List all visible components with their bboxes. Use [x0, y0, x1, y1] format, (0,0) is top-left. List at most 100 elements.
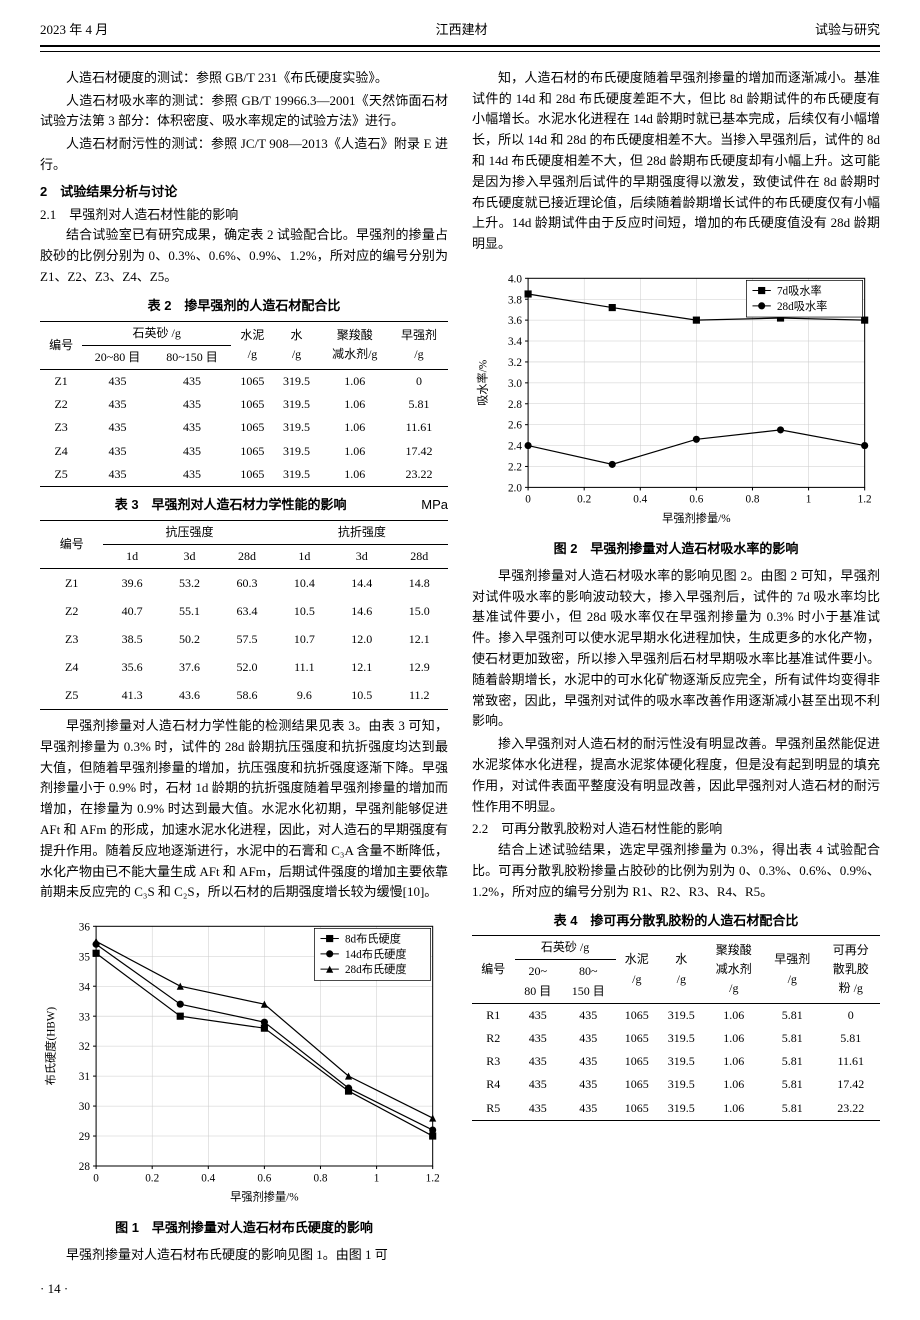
table4-th: 可再分散乳胶粉 /g	[821, 936, 880, 1004]
svg-text:0.8: 0.8	[745, 494, 759, 506]
chart2-svg: 2.02.22.42.62.83.03.23.43.63.84.000.20.4…	[472, 263, 880, 528]
svg-text:0.2: 0.2	[145, 1173, 159, 1185]
table4-caption: 表 4 掺可再分散乳胶粉的人造石材配合比	[472, 911, 880, 932]
table2-th: 聚羧酸减水剂/g	[320, 321, 390, 369]
header-left: 2023 年 4 月	[40, 20, 108, 41]
table-cell: 435	[561, 1097, 615, 1121]
table-cell: 17.42	[390, 440, 448, 463]
table-cell: 23.22	[390, 463, 448, 487]
table-cell: Z2	[40, 597, 103, 625]
table-cell: 319.5	[658, 1097, 704, 1121]
table-cell: 63.4	[218, 597, 275, 625]
table3-th: 1d	[103, 544, 160, 568]
table-cell: 319.5	[658, 1050, 704, 1073]
table-cell: 319.5	[273, 463, 319, 487]
table-cell: 53.2	[161, 569, 218, 598]
table-cell: 10.5	[333, 681, 390, 710]
table4-th: 水/g	[658, 936, 704, 1004]
table-row: Z44354351065319.51.0617.42	[40, 440, 448, 463]
table-cell: R4	[472, 1073, 515, 1096]
table-cell: 435	[515, 1003, 562, 1027]
table-row: Z435.637.652.011.112.112.9	[40, 653, 448, 681]
body-text: 结合上述试验结果，选定早强剂掺量为 0.3%，得出表 4 试验配合比。可再分散乳…	[472, 840, 880, 902]
svg-text:31: 31	[79, 1071, 90, 1083]
table-row: R44354351065319.51.065.8117.42	[472, 1073, 880, 1096]
table-cell: 1065	[616, 1003, 659, 1027]
svg-text:8d布氏硬度: 8d布氏硬度	[345, 932, 401, 946]
table3-th: 28d	[218, 544, 275, 568]
table2-th: 80~150 目	[153, 345, 231, 369]
table-cell: 435	[515, 1050, 562, 1073]
table-cell: 435	[82, 440, 153, 463]
table-cell: 11.1	[276, 653, 333, 681]
table-cell: 35.6	[103, 653, 160, 681]
svg-text:35: 35	[79, 952, 91, 964]
body-text: 人造石材吸水率的测试：参照 GB/T 19966.3—2001《天然饰面石材试验…	[40, 91, 448, 133]
section-title-2-2: 2.2 可再分散乳胶粉对人造石材性能的影响	[472, 819, 880, 840]
table-cell: 435	[515, 1097, 562, 1121]
table-cell: 41.3	[103, 681, 160, 710]
chart1-caption: 图 1 早强剂掺量对人造石材布氏硬度的影响	[40, 1218, 448, 1239]
table4-th: 水泥/g	[616, 936, 659, 1004]
table-row: R54354351065319.51.065.8123.22	[472, 1097, 880, 1121]
table-cell: 15.0	[391, 597, 449, 625]
svg-text:0: 0	[525, 494, 531, 506]
table-cell: Z2	[40, 393, 82, 416]
table4-th: 20~80 目	[515, 960, 562, 1003]
table3: 编号 抗压强度 抗折强度 1d 3d 28d 1d 3d 28d Z139.65…	[40, 520, 448, 710]
svg-text:0.4: 0.4	[633, 494, 647, 506]
table-cell: R5	[472, 1097, 515, 1121]
page-header: 2023 年 4 月 江西建材 试验与研究	[40, 20, 880, 47]
table2-caption: 表 2 掺早强剂的人造石材配合比	[40, 296, 448, 317]
svg-text:1: 1	[806, 494, 812, 506]
svg-text:0.6: 0.6	[257, 1173, 271, 1185]
table-cell: 435	[82, 416, 153, 439]
table-cell: 12.1	[333, 653, 390, 681]
body-text: 结合试验室已有研究成果，确定表 2 试验配合比。早强剂的掺量占胶砂的比例分别为 …	[40, 225, 448, 287]
table-cell: 12.0	[333, 625, 390, 653]
table-cell: 1065	[616, 1027, 659, 1050]
table-cell: 5.81	[763, 1073, 821, 1096]
table-cell: 23.22	[821, 1097, 880, 1121]
table-cell: 319.5	[658, 1003, 704, 1027]
table-cell: 17.42	[821, 1073, 880, 1096]
svg-text:0.8: 0.8	[313, 1173, 327, 1185]
body-text: 知，人造石材的布氏硬度随着早强剂掺量的增加而逐渐减小。基准试件的 14d 和 2…	[472, 68, 880, 255]
table-cell: 12.1	[391, 625, 449, 653]
svg-text:28: 28	[79, 1161, 91, 1173]
table-cell: 11.61	[390, 416, 448, 439]
table-cell: 1065	[616, 1073, 659, 1096]
table-cell: 60.3	[218, 569, 275, 598]
chart2-caption: 图 2 早强剂掺量对人造石材吸水率的影响	[472, 539, 880, 560]
table-cell: 435	[561, 1050, 615, 1073]
table-cell: 319.5	[273, 393, 319, 416]
table-cell: 50.2	[161, 625, 218, 653]
header-rule	[40, 51, 880, 52]
svg-text:29: 29	[79, 1131, 91, 1143]
table-cell: 1.06	[320, 393, 390, 416]
table-cell: 5.81	[390, 393, 448, 416]
table-cell: 435	[515, 1027, 562, 1050]
table-cell: R2	[472, 1027, 515, 1050]
table-cell: 39.6	[103, 569, 160, 598]
table-cell: 435	[82, 369, 153, 393]
chart1-svg: 28293031323334353600.20.40.60.811.2早强剂掺量…	[40, 911, 448, 1207]
table-row: R34354351065319.51.065.8111.61	[472, 1050, 880, 1073]
svg-text:1.2: 1.2	[858, 494, 872, 506]
table-cell: 435	[561, 1003, 615, 1027]
svg-text:1.2: 1.2	[426, 1173, 440, 1185]
table-cell: 319.5	[658, 1027, 704, 1050]
table-cell: 1.06	[705, 1073, 763, 1096]
table-cell: 319.5	[273, 416, 319, 439]
table2: 编号 石英砂 /g 水泥/g 水/g 聚羧酸减水剂/g 早强剂/g 20~80 …	[40, 321, 448, 487]
table-cell: 435	[82, 393, 153, 416]
chart1-container: 28293031323334353600.20.40.60.811.2早强剂掺量…	[40, 911, 448, 1214]
svg-text:2.2: 2.2	[508, 462, 522, 474]
table-row: Z240.755.163.410.514.615.0	[40, 597, 448, 625]
table2-th: 20~80 目	[82, 345, 153, 369]
table-cell: 0	[821, 1003, 880, 1027]
table-cell: 1.06	[705, 1027, 763, 1050]
table-cell: 1065	[231, 369, 273, 393]
table-row: R14354351065319.51.065.810	[472, 1003, 880, 1027]
svg-text:28d吸水率: 28d吸水率	[777, 299, 827, 313]
